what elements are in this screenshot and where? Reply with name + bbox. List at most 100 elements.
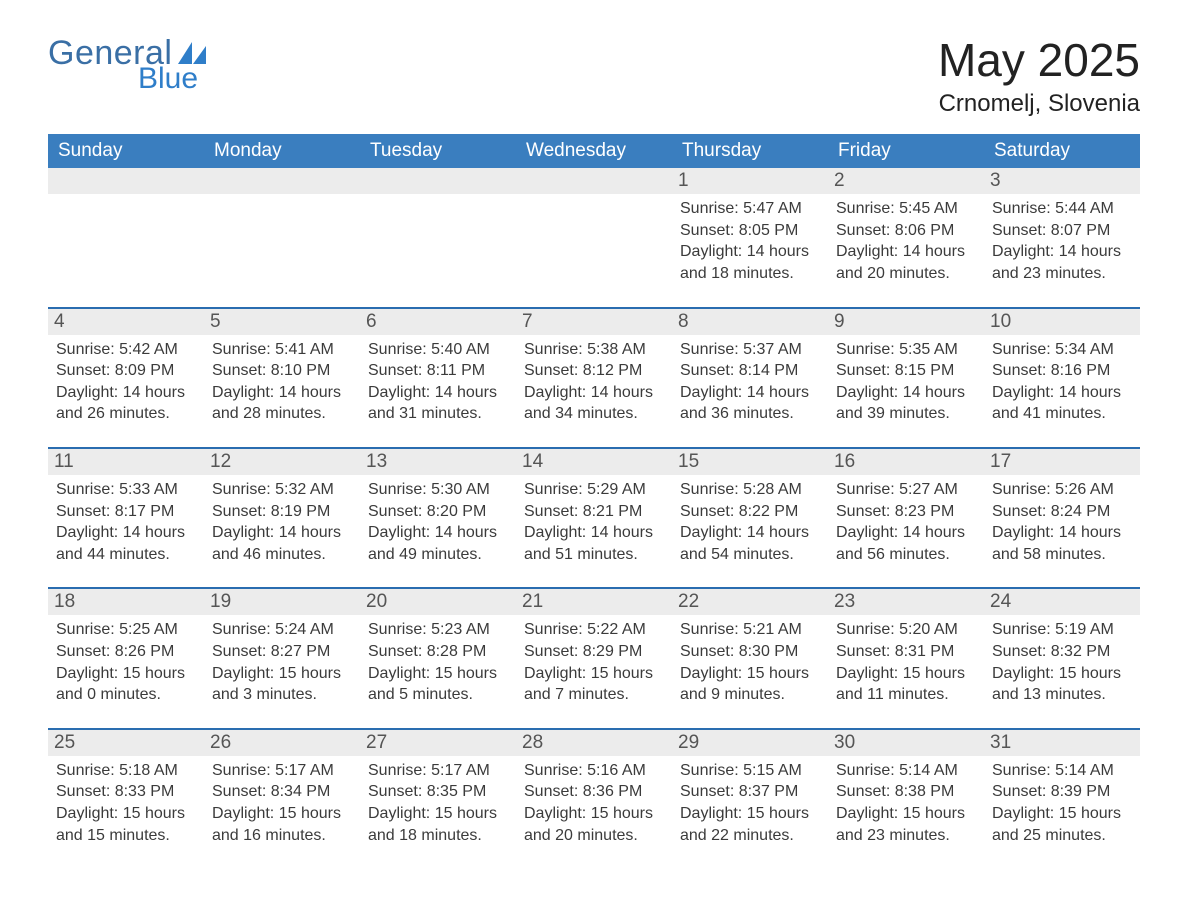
sunrise-line: Sunrise: 5:47 AM bbox=[680, 198, 820, 220]
day-number: 4 bbox=[48, 309, 204, 335]
calendar-week: 25Sunrise: 5:18 AMSunset: 8:33 PMDayligh… bbox=[48, 728, 1140, 854]
sunrise-line: Sunrise: 5:37 AM bbox=[680, 339, 820, 361]
calendar-day: 19Sunrise: 5:24 AMSunset: 8:27 PMDayligh… bbox=[204, 589, 360, 713]
sunrise-line: Sunrise: 5:32 AM bbox=[212, 479, 352, 501]
day-info: Sunrise: 5:14 AMSunset: 8:39 PMDaylight:… bbox=[992, 760, 1132, 846]
sunrise-line: Sunrise: 5:20 AM bbox=[836, 619, 976, 641]
calendar-day: 15Sunrise: 5:28 AMSunset: 8:22 PMDayligh… bbox=[672, 449, 828, 573]
sunrise-line: Sunrise: 5:33 AM bbox=[56, 479, 196, 501]
day-info: Sunrise: 5:21 AMSunset: 8:30 PMDaylight:… bbox=[680, 619, 820, 705]
sunset-line: Sunset: 8:07 PM bbox=[992, 220, 1132, 242]
daylight-line: Daylight: 15 hours and 16 minutes. bbox=[212, 803, 352, 846]
sunset-line: Sunset: 8:38 PM bbox=[836, 781, 976, 803]
day-number: 12 bbox=[204, 449, 360, 475]
daylight-line: Daylight: 14 hours and 36 minutes. bbox=[680, 382, 820, 425]
day-info: Sunrise: 5:47 AMSunset: 8:05 PMDaylight:… bbox=[680, 198, 820, 284]
dow-sunday: Sunday bbox=[48, 134, 204, 168]
calendar-week: 18Sunrise: 5:25 AMSunset: 8:26 PMDayligh… bbox=[48, 587, 1140, 713]
sunset-line: Sunset: 8:09 PM bbox=[56, 360, 196, 382]
sunset-line: Sunset: 8:21 PM bbox=[524, 501, 664, 523]
sunrise-line: Sunrise: 5:26 AM bbox=[992, 479, 1132, 501]
sunrise-line: Sunrise: 5:27 AM bbox=[836, 479, 976, 501]
daylight-line: Daylight: 14 hours and 39 minutes. bbox=[836, 382, 976, 425]
sunset-line: Sunset: 8:36 PM bbox=[524, 781, 664, 803]
day-number: 6 bbox=[360, 309, 516, 335]
day-info: Sunrise: 5:42 AMSunset: 8:09 PMDaylight:… bbox=[56, 339, 196, 425]
sunset-line: Sunset: 8:05 PM bbox=[680, 220, 820, 242]
day-number bbox=[360, 168, 516, 194]
calendar-day: 26Sunrise: 5:17 AMSunset: 8:34 PMDayligh… bbox=[204, 730, 360, 854]
day-of-week-header: Sunday Monday Tuesday Wednesday Thursday… bbox=[48, 134, 1140, 168]
sunrise-line: Sunrise: 5:44 AM bbox=[992, 198, 1132, 220]
day-info: Sunrise: 5:29 AMSunset: 8:21 PMDaylight:… bbox=[524, 479, 664, 565]
sunrise-line: Sunrise: 5:35 AM bbox=[836, 339, 976, 361]
sunset-line: Sunset: 8:23 PM bbox=[836, 501, 976, 523]
day-info: Sunrise: 5:14 AMSunset: 8:38 PMDaylight:… bbox=[836, 760, 976, 846]
day-info: Sunrise: 5:19 AMSunset: 8:32 PMDaylight:… bbox=[992, 619, 1132, 705]
daylight-line: Daylight: 15 hours and 22 minutes. bbox=[680, 803, 820, 846]
title-block: May 2025 Crnomelj, Slovenia bbox=[938, 36, 1140, 118]
sunrise-line: Sunrise: 5:42 AM bbox=[56, 339, 196, 361]
calendar-day: 14Sunrise: 5:29 AMSunset: 8:21 PMDayligh… bbox=[516, 449, 672, 573]
day-number: 17 bbox=[984, 449, 1140, 475]
day-number: 5 bbox=[204, 309, 360, 335]
daylight-line: Daylight: 15 hours and 0 minutes. bbox=[56, 663, 196, 706]
sunset-line: Sunset: 8:24 PM bbox=[992, 501, 1132, 523]
sunset-line: Sunset: 8:11 PM bbox=[368, 360, 508, 382]
sunset-line: Sunset: 8:10 PM bbox=[212, 360, 352, 382]
daylight-line: Daylight: 15 hours and 23 minutes. bbox=[836, 803, 976, 846]
daylight-line: Daylight: 14 hours and 31 minutes. bbox=[368, 382, 508, 425]
daylight-line: Daylight: 15 hours and 3 minutes. bbox=[212, 663, 352, 706]
day-info: Sunrise: 5:22 AMSunset: 8:29 PMDaylight:… bbox=[524, 619, 664, 705]
calendar-day: 21Sunrise: 5:22 AMSunset: 8:29 PMDayligh… bbox=[516, 589, 672, 713]
calendar-day: 18Sunrise: 5:25 AMSunset: 8:26 PMDayligh… bbox=[48, 589, 204, 713]
calendar-day: 8Sunrise: 5:37 AMSunset: 8:14 PMDaylight… bbox=[672, 309, 828, 433]
day-number: 27 bbox=[360, 730, 516, 756]
day-number: 24 bbox=[984, 589, 1140, 615]
sunrise-line: Sunrise: 5:17 AM bbox=[212, 760, 352, 782]
calendar-day: 13Sunrise: 5:30 AMSunset: 8:20 PMDayligh… bbox=[360, 449, 516, 573]
day-info: Sunrise: 5:38 AMSunset: 8:12 PMDaylight:… bbox=[524, 339, 664, 425]
dow-saturday: Saturday bbox=[984, 134, 1140, 168]
day-number: 16 bbox=[828, 449, 984, 475]
brand-logo: General Blue bbox=[48, 36, 206, 94]
day-number: 18 bbox=[48, 589, 204, 615]
daylight-line: Daylight: 14 hours and 18 minutes. bbox=[680, 241, 820, 284]
day-info: Sunrise: 5:40 AMSunset: 8:11 PMDaylight:… bbox=[368, 339, 508, 425]
sunrise-line: Sunrise: 5:17 AM bbox=[368, 760, 508, 782]
sunrise-line: Sunrise: 5:22 AM bbox=[524, 619, 664, 641]
weeks-container: 1Sunrise: 5:47 AMSunset: 8:05 PMDaylight… bbox=[48, 168, 1140, 854]
calendar-day: 20Sunrise: 5:23 AMSunset: 8:28 PMDayligh… bbox=[360, 589, 516, 713]
dow-friday: Friday bbox=[828, 134, 984, 168]
calendar-empty-cell bbox=[48, 168, 204, 292]
daylight-line: Daylight: 15 hours and 9 minutes. bbox=[680, 663, 820, 706]
sunrise-line: Sunrise: 5:18 AM bbox=[56, 760, 196, 782]
topbar: General Blue May 2025 Crnomelj, Slovenia bbox=[48, 36, 1140, 118]
day-number: 2 bbox=[828, 168, 984, 194]
daylight-line: Daylight: 14 hours and 49 minutes. bbox=[368, 522, 508, 565]
day-info: Sunrise: 5:34 AMSunset: 8:16 PMDaylight:… bbox=[992, 339, 1132, 425]
day-number: 23 bbox=[828, 589, 984, 615]
day-info: Sunrise: 5:30 AMSunset: 8:20 PMDaylight:… bbox=[368, 479, 508, 565]
daylight-line: Daylight: 15 hours and 25 minutes. bbox=[992, 803, 1132, 846]
day-info: Sunrise: 5:37 AMSunset: 8:14 PMDaylight:… bbox=[680, 339, 820, 425]
sunrise-line: Sunrise: 5:29 AM bbox=[524, 479, 664, 501]
dow-thursday: Thursday bbox=[672, 134, 828, 168]
calendar-day: 4 Sunrise: 5:42 AMSunset: 8:09 PMDaylight… bbox=[48, 309, 204, 433]
daylight-line: Daylight: 14 hours and 58 minutes. bbox=[992, 522, 1132, 565]
sunset-line: Sunset: 8:35 PM bbox=[368, 781, 508, 803]
location-label: Crnomelj, Slovenia bbox=[938, 90, 1140, 118]
calendar-empty-cell bbox=[204, 168, 360, 292]
day-number: 9 bbox=[828, 309, 984, 335]
calendar-day: 10Sunrise: 5:34 AMSunset: 8:16 PMDayligh… bbox=[984, 309, 1140, 433]
sunrise-line: Sunrise: 5:19 AM bbox=[992, 619, 1132, 641]
day-number bbox=[48, 168, 204, 194]
sunset-line: Sunset: 8:06 PM bbox=[836, 220, 976, 242]
day-number: 15 bbox=[672, 449, 828, 475]
day-info: Sunrise: 5:33 AMSunset: 8:17 PMDaylight:… bbox=[56, 479, 196, 565]
day-number: 19 bbox=[204, 589, 360, 615]
dow-monday: Monday bbox=[204, 134, 360, 168]
daylight-line: Daylight: 14 hours and 23 minutes. bbox=[992, 241, 1132, 284]
sunset-line: Sunset: 8:14 PM bbox=[680, 360, 820, 382]
daylight-line: Daylight: 15 hours and 15 minutes. bbox=[56, 803, 196, 846]
